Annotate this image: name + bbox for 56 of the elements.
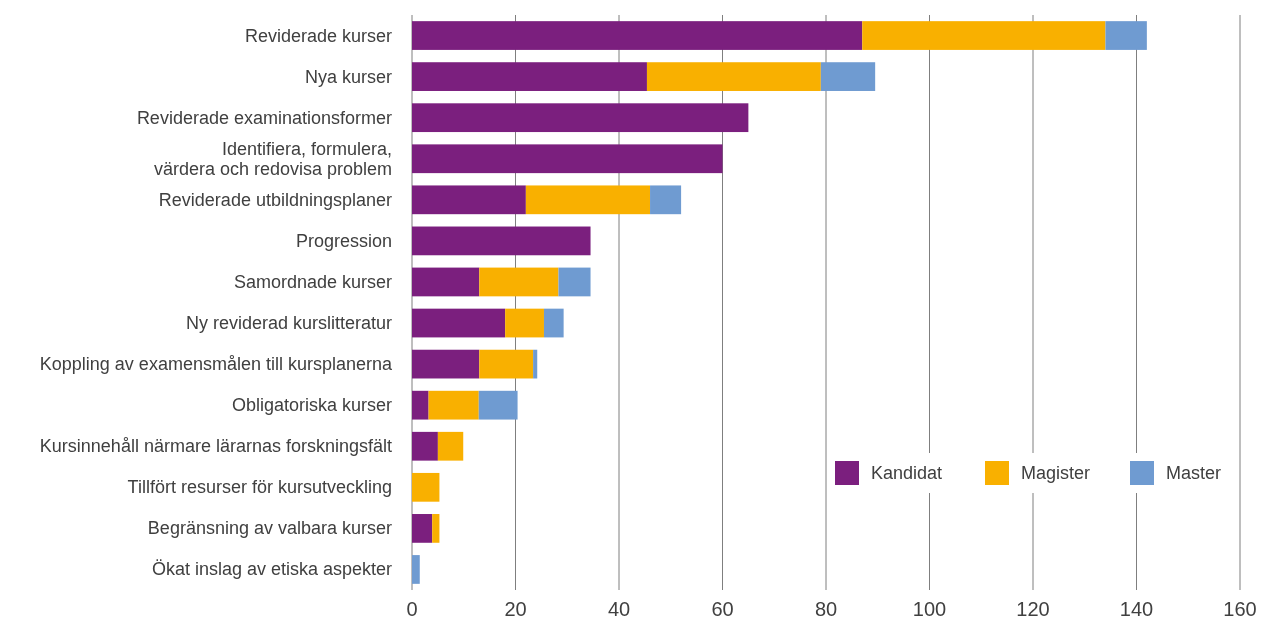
y-tick-label: Reviderade kurser <box>244 25 392 46</box>
bar <box>412 144 723 174</box>
y-tick-label: Ny reviderad kurslitteratur <box>185 313 392 334</box>
bar <box>558 267 591 297</box>
y-tick-label: Identifiera, formulera, värdera och redovisa problem <box>153 138 392 179</box>
legend-label: Magister <box>1021 463 1091 483</box>
bar <box>412 472 440 502</box>
bar <box>412 514 433 543</box>
y-tick-label: Nya kurser <box>304 66 392 87</box>
y-tick-label: Ökat inslag av etiska aspekter <box>151 559 392 580</box>
bar <box>412 185 526 215</box>
bar <box>478 390 518 420</box>
bar <box>412 21 863 50</box>
x-tick-label: 0 <box>406 598 418 620</box>
x-tick-label: 140 <box>1119 598 1154 620</box>
bar <box>412 431 438 461</box>
x-tick-label: 40 <box>607 598 631 620</box>
bar <box>862 21 1106 50</box>
y-tick-label: Koppling av examensmålen till kursplanerna <box>39 354 393 375</box>
y-tick-label: Reviderade examinationsformer <box>136 107 392 128</box>
bar <box>412 62 647 91</box>
y-tick-label: Tillfört resurser för kursutveckling <box>127 477 392 498</box>
bar <box>543 308 564 338</box>
bar <box>412 390 429 420</box>
bar <box>533 349 538 379</box>
bar <box>820 62 876 91</box>
bar <box>525 185 651 215</box>
bar <box>646 62 821 91</box>
bar <box>412 103 749 133</box>
bar <box>505 308 544 338</box>
legend-label: Master <box>1166 463 1222 483</box>
bar <box>412 555 420 584</box>
y-tick-label: Reviderade utbildningsplaner <box>158 189 393 210</box>
bar <box>432 514 440 543</box>
x-tick-label: 120 <box>1016 598 1050 620</box>
bar <box>437 431 464 461</box>
bar <box>412 226 591 256</box>
y-tick-label: Obligatoriska kurser <box>231 395 392 416</box>
x-tick-label: 80 <box>814 598 838 620</box>
bar <box>428 390 479 420</box>
x-tick-label: 100 <box>912 598 947 620</box>
x-tick-label: 20 <box>504 598 527 620</box>
bar <box>479 267 559 297</box>
y-tick-label: Samordnade kurser <box>233 271 392 292</box>
bar <box>479 349 534 379</box>
legend-label: Kandidat <box>871 463 943 483</box>
y-tick-label: Begränsning av valbara kurser <box>147 518 392 539</box>
x-tick-label: 160 <box>1223 598 1257 620</box>
y-tick-label: Kursinnehåll närmare lärarnas forskningsfält <box>39 436 392 457</box>
x-tick-label: 60 <box>711 598 734 620</box>
bar <box>412 308 506 338</box>
y-tick-label: Progression <box>295 230 392 251</box>
bar <box>412 267 480 297</box>
bar <box>650 185 682 215</box>
bar <box>412 349 480 379</box>
bar <box>1105 21 1147 50</box>
